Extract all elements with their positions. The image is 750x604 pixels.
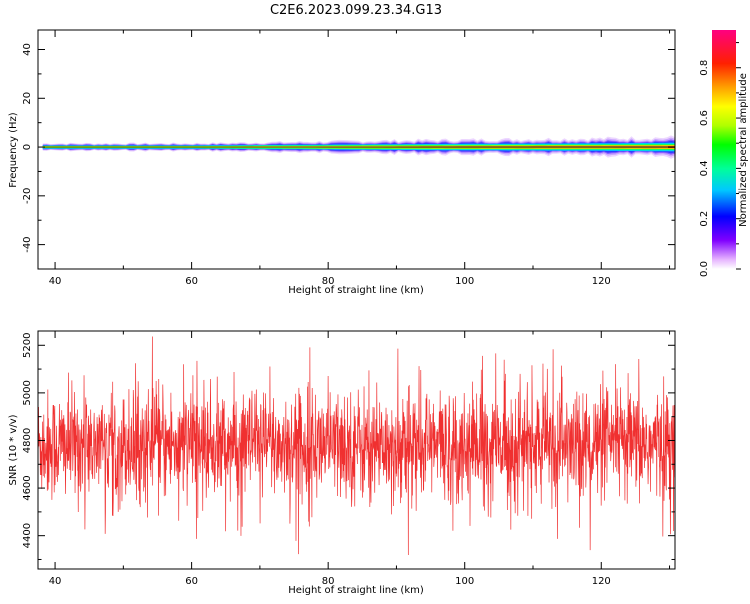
colorbar-tick-label: 0.6 [699,110,710,126]
snr-series [38,336,675,556]
spectrogram-frame [37,29,676,270]
spectrogram-y-tick-label: 20 [22,92,33,105]
spectrogram-x-tick-label: 60 [185,276,198,287]
spectrogram-x-tick-label: 120 [592,276,611,287]
colorbar-tick-label: 0.8 [699,60,710,76]
spectrogram-x-tick-label: 100 [455,276,474,287]
snr-x-axis-label: Height of straight line (km) [288,585,424,596]
colorbar-tick-label: 0.0 [699,261,710,277]
snr-y-tick-label: 5200 [22,333,33,358]
spectrogram-x-tick-label: 40 [49,276,62,287]
snr-y-tick-label: 4400 [22,523,33,548]
snr-x-tick-label: 100 [455,576,474,587]
colorbar-label: Normalized spectral amplitude [738,73,749,227]
snr-x-tick-label: 80 [322,576,335,587]
spectrogram-x-axis-label: Height of straight line (km) [288,285,424,296]
snr-x-tick-label: 40 [49,576,62,587]
spectrogram-band [42,135,675,159]
spectrogram-y-tick-label: 40 [22,43,33,56]
colorbar-ticks: 0.0 0.2 0.4 0.6 0.8 [699,42,741,277]
colorbar: 0.0 0.2 0.4 0.6 0.8 Normalized spectral ampl… [699,30,749,277]
spectrogram-y-tick-label: -20 [22,188,33,204]
snr-frame [37,330,676,570]
snr-ticks: 40 60 80 100 120 4400 4600 4800 5000 5200 [22,331,675,587]
snr-y-tick-label: 5000 [22,380,33,405]
snr-y-tick-label: 4800 [22,428,33,453]
colorbar-tick-label: 0.2 [699,211,710,227]
spectrogram-y-tick-label: 0 [22,144,33,150]
snr-line [38,336,675,556]
snr-y-tick-label: 4600 [22,475,33,500]
spectrogram-ticks: 40 60 80 100 120 -40 -20 0 20 40 [22,30,675,287]
colorbar-tick-label: 0.4 [699,160,710,176]
spectrogram-panel: 40 60 80 100 120 -40 -20 0 20 40 Height of straig… [8,29,676,296]
spectrogram-y-tick-label: -40 [22,236,33,252]
colorbar-gradient [712,30,736,269]
snr-x-tick-label: 60 [185,576,198,587]
figure-title: C2E6.2023.099.23.34.G13 [270,3,442,18]
spectrogram-y-axis-label: Frequency (Hz) [8,112,19,188]
snr-panel: 40 60 80 100 120 4400 4600 4800 5000 5200 Height … [8,330,676,596]
spectrogram-x-tick-label: 80 [322,276,335,287]
snr-x-tick-label: 120 [592,576,611,587]
snr-y-axis-label: SNR (10 * v/v) [8,414,19,485]
